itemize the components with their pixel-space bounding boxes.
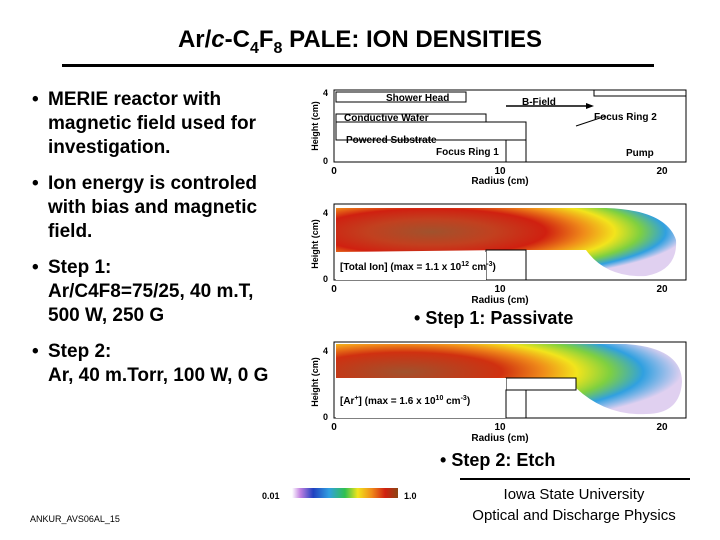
- bullet-dot: •: [32, 173, 39, 194]
- y-tick: 4: [323, 208, 328, 218]
- bullet-line: magnetic field used for: [48, 113, 256, 134]
- x-tick: 0: [331, 422, 337, 433]
- y-tick: 4: [323, 88, 328, 98]
- y-axis-label: Height (cm): [310, 357, 320, 407]
- x-tick: 20: [656, 422, 668, 433]
- bullet-line: investigation.: [48, 137, 171, 158]
- title-sub2: 8: [273, 39, 283, 57]
- title-mid: -C: [224, 26, 250, 53]
- caption-dot: •: [440, 450, 447, 470]
- bullet-line: Ar, 40 m.Torr, 100 W, 0 G: [48, 365, 269, 386]
- b-field-arrowhead: [586, 103, 594, 109]
- focus-ring-2-label: Focus Ring 2: [594, 112, 657, 123]
- density-field: [336, 208, 677, 277]
- title-f: F: [258, 26, 274, 53]
- total-ion-density-plot: [Total Ion] (max = 1.1 x 1012 cm-3) 4 0 …: [310, 203, 687, 306]
- bullet-1: • MERIE reactor with magnetic field used…: [32, 88, 256, 160]
- colorbar-max: 1.0: [404, 491, 417, 501]
- slide-id: ANKUR_AVS06AL_15: [30, 514, 120, 524]
- total-ion-annotation: [Total Ion] (max = 1.1 x 1012 cm-3): [340, 261, 496, 273]
- title-italic: c: [211, 26, 225, 53]
- powered-substrate-label: Powered Substrate: [346, 135, 437, 146]
- bullet-dot: •: [32, 89, 39, 110]
- focus-ring-2-pointer: [575, 115, 607, 127]
- reactor-geometry-diagram: Shower Head B-Field Conductive Wafer Foc…: [310, 88, 687, 186]
- focus-ring-2-shape: [593, 89, 687, 97]
- ar-ion-annotation: [Ar+] (max = 1.6 x 1010 cm-3): [340, 395, 470, 407]
- substrate-blank: [336, 378, 506, 418]
- caption-dot: •: [414, 308, 421, 328]
- group-name: Optical and Discharge Physics: [472, 507, 676, 524]
- substrate-shape: [335, 121, 527, 141]
- x-axis-label: Radius (cm): [471, 295, 528, 306]
- institution-block: Iowa State University Optical and Discha…: [452, 484, 696, 526]
- y-axis-label: Height (cm): [310, 101, 320, 151]
- title-sub1: 4: [249, 39, 259, 57]
- x-tick: 10: [494, 422, 506, 433]
- bullet-line: with bias and magnetic: [48, 197, 258, 218]
- x-tick: 10: [494, 284, 506, 295]
- x-tick: 20: [656, 284, 668, 295]
- bullet-3: • Step 1: Ar/C4F8=75/25, 40 m.T, 500 W, …: [32, 256, 253, 328]
- bullet-line: 500 W, 250 G: [48, 305, 165, 326]
- focus-ring-1-label: Focus Ring 1: [436, 147, 499, 158]
- step-1-caption: • Step 1: Passivate: [414, 308, 573, 329]
- colorbar: 0.01 1.0: [262, 488, 417, 501]
- colorbar-gradient: [292, 488, 398, 498]
- bullet-dot: •: [32, 341, 39, 362]
- x-tick: 20: [656, 166, 668, 177]
- bullet-line: Step 1:: [48, 257, 112, 278]
- step-2-caption: • Step 2: Etch: [440, 450, 555, 471]
- x-tick: 0: [331, 284, 337, 295]
- x-tick: 10: [494, 166, 506, 177]
- focus-ring-1-shape: [505, 139, 527, 163]
- bullet-line: MERIE reactor with: [48, 89, 222, 110]
- focus-ring-block: [505, 389, 527, 419]
- title-divider: [62, 64, 654, 67]
- pump-label: Pump: [626, 148, 654, 159]
- ar-ion-density-plot: [Ar+] (max = 1.6 x 1010 cm-3) 4 0 Height…: [310, 341, 687, 444]
- x-axis-label: Radius (cm): [471, 176, 528, 186]
- bullet-line: Step 2:: [48, 341, 112, 362]
- wafer-block: [505, 377, 577, 391]
- y-tick: 4: [323, 346, 328, 356]
- b-field-label: B-Field: [522, 97, 556, 108]
- caption-text: Step 2: Etch: [451, 450, 556, 470]
- bullet-line: Ar/C4F8=75/25, 40 m.T,: [48, 281, 254, 302]
- title-suffix: PALE: ION DENSITIES: [282, 26, 543, 53]
- y-tick: 0: [323, 274, 328, 284]
- conductive-wafer-label: Conductive Wafer: [344, 113, 429, 124]
- bullet-dot: •: [32, 257, 39, 278]
- y-axis-label: Height (cm): [310, 219, 320, 269]
- x-axis-label: Radius (cm): [471, 433, 528, 444]
- colorbar-min: 0.01: [262, 491, 280, 501]
- bullet-line: Ion energy is controled: [48, 173, 258, 194]
- title-prefix: Ar/: [177, 26, 212, 53]
- substrate-blank: [336, 252, 486, 280]
- page-title: Ar/c-C4F8 PALE: ION DENSITIES: [0, 26, 720, 58]
- y-tick: 0: [323, 412, 328, 422]
- caption-text: Step 1: Passivate: [425, 308, 574, 328]
- institution-name: Iowa State University: [503, 486, 645, 503]
- footer-divider: [460, 478, 690, 480]
- bullet-4: • Step 2: Ar, 40 m.Torr, 100 W, 0 G: [32, 340, 268, 388]
- y-tick: 0: [323, 156, 328, 166]
- bullet-2: • Ion energy is controled with bias and …: [32, 172, 257, 244]
- density-field: [336, 344, 682, 415]
- bullet-line: field.: [48, 221, 93, 242]
- shower-head-shape: [335, 91, 467, 103]
- x-tick: 0: [331, 166, 337, 177]
- shower-head-label: Shower Head: [386, 93, 449, 104]
